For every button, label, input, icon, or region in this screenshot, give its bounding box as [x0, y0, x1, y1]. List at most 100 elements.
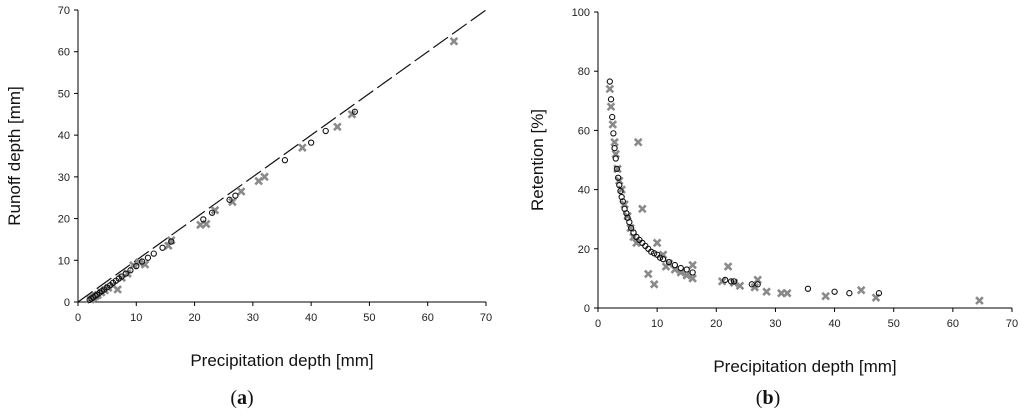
cross-stroke: [975, 296, 984, 305]
circle-point-b: [609, 113, 616, 121]
circle-point-b: [617, 187, 624, 195]
x-tick-label-a: 10: [130, 312, 142, 324]
x-tick-label-a: 50: [363, 312, 375, 324]
circle-point-b: [689, 269, 696, 276]
circle-point-b: [619, 198, 626, 205]
circle-point-b: [651, 250, 658, 257]
cross-point-b: [633, 137, 643, 147]
circle-point-a: [144, 254, 152, 261]
cross-stroke: [298, 143, 307, 152]
panel-label-a: (a): [230, 387, 253, 409]
cross-stroke: [236, 187, 246, 196]
y-tick-label-a: 20: [58, 214, 70, 226]
cross-stroke: [606, 102, 616, 112]
x-tick-label-b: 10: [651, 318, 663, 330]
x-tick-label-b: 40: [828, 318, 840, 330]
cross-stroke: [617, 185, 626, 194]
cross-point-b: [608, 120, 618, 129]
circle-point-a: [138, 258, 146, 265]
cross-point-b: [605, 84, 615, 94]
cross-stroke: [164, 241, 173, 251]
x-tick-label-b: 50: [888, 318, 900, 330]
cross-stroke: [449, 36, 459, 46]
axes-b: 0 10 20 30 40 50 60 70 0 20 40 60 80 100: [572, 7, 1018, 330]
panel-label-b: (b): [756, 387, 780, 409]
cross-point-b: [762, 287, 771, 297]
cross-point-a: [347, 109, 357, 119]
y-tick-label-b: 20: [578, 244, 590, 256]
panel-label-a-letter: a: [237, 387, 247, 409]
circle-point-b: [804, 285, 812, 292]
circle-point-a: [307, 139, 315, 146]
cross-stroke: [633, 137, 643, 147]
circle-point-b: [831, 288, 838, 295]
circle-point-a: [232, 192, 239, 199]
panel-label-b-close: ): [774, 387, 781, 409]
y-tick-label-a: 40: [58, 130, 70, 142]
circle-point-b: [612, 155, 619, 162]
circle-point-b: [642, 242, 649, 249]
panel-label-a-open: (: [230, 387, 237, 409]
y-tick-label-b: 0: [584, 303, 590, 315]
circle-point-b: [639, 239, 646, 247]
circle-point-a: [133, 262, 140, 270]
circle-point-b: [648, 248, 655, 255]
circle-point-b: [606, 78, 613, 85]
cross-stroke: [608, 120, 618, 129]
y-tick-label-b: 60: [578, 125, 590, 137]
circle-point-a: [200, 216, 207, 223]
x-tick-label-b: 20: [710, 318, 722, 330]
circle-point-b: [611, 145, 618, 152]
axes-a: 0 10 20 30 40 50 60 70 0 10 20 30 40 50 60 70: [58, 5, 492, 324]
cross-point-a: [298, 143, 307, 152]
circle-point-b: [730, 278, 738, 285]
circle-point-a: [150, 250, 157, 257]
x-tick-label-a: 0: [75, 312, 81, 324]
cross-point-b: [610, 137, 619, 147]
circle-point-b: [671, 261, 679, 269]
cross-stroke: [735, 281, 745, 291]
cross-point-b: [649, 280, 659, 289]
y-axis-title-a: Runoff depth [mm]: [5, 86, 24, 226]
cross-stroke: [688, 260, 697, 270]
y-tick-label-a: 60: [58, 47, 70, 59]
circle-point-a: [208, 209, 216, 216]
circle-point-b: [656, 254, 664, 261]
cross-point-a: [140, 260, 150, 269]
circle-point-a: [122, 270, 129, 277]
cross-point-a: [449, 36, 459, 46]
cross-point-b: [856, 285, 866, 295]
cross-stroke: [196, 220, 205, 230]
cross-stroke: [113, 285, 122, 294]
circle-point-b: [630, 229, 637, 236]
cross-stroke: [821, 291, 831, 301]
cross-point-b: [682, 271, 692, 280]
cross-point-b: [688, 260, 697, 270]
circle-point-b: [846, 290, 853, 297]
panel-label-a-close: ): [247, 387, 254, 409]
circle-point-a: [322, 127, 329, 135]
cross-stroke: [649, 280, 659, 289]
cross-stroke: [723, 262, 733, 271]
x-tick-label-b: 0: [595, 318, 601, 330]
circle-point-b: [626, 219, 633, 226]
cross-stroke: [632, 238, 641, 248]
cross-point-b: [652, 238, 662, 248]
circle-point-a: [127, 267, 134, 274]
cross-stroke: [140, 260, 150, 269]
circle-point-b: [875, 290, 883, 297]
cross-stroke: [605, 84, 615, 94]
circle-point-a: [168, 238, 175, 245]
y-axis-title-b: Retention [%]: [528, 109, 547, 211]
circle-point-b: [607, 96, 615, 103]
cross-stroke: [782, 288, 792, 298]
circle-point-b: [613, 165, 621, 173]
y-tick-label-a: 10: [58, 255, 70, 267]
reference-line-a: [77, 9, 487, 303]
cross-stroke: [333, 122, 342, 132]
cross-stroke: [762, 287, 771, 297]
cross-point-b: [717, 277, 727, 286]
data-marks-a: [86, 36, 459, 304]
x-axis-title-a: Precipitation depth [mm]: [190, 351, 373, 370]
